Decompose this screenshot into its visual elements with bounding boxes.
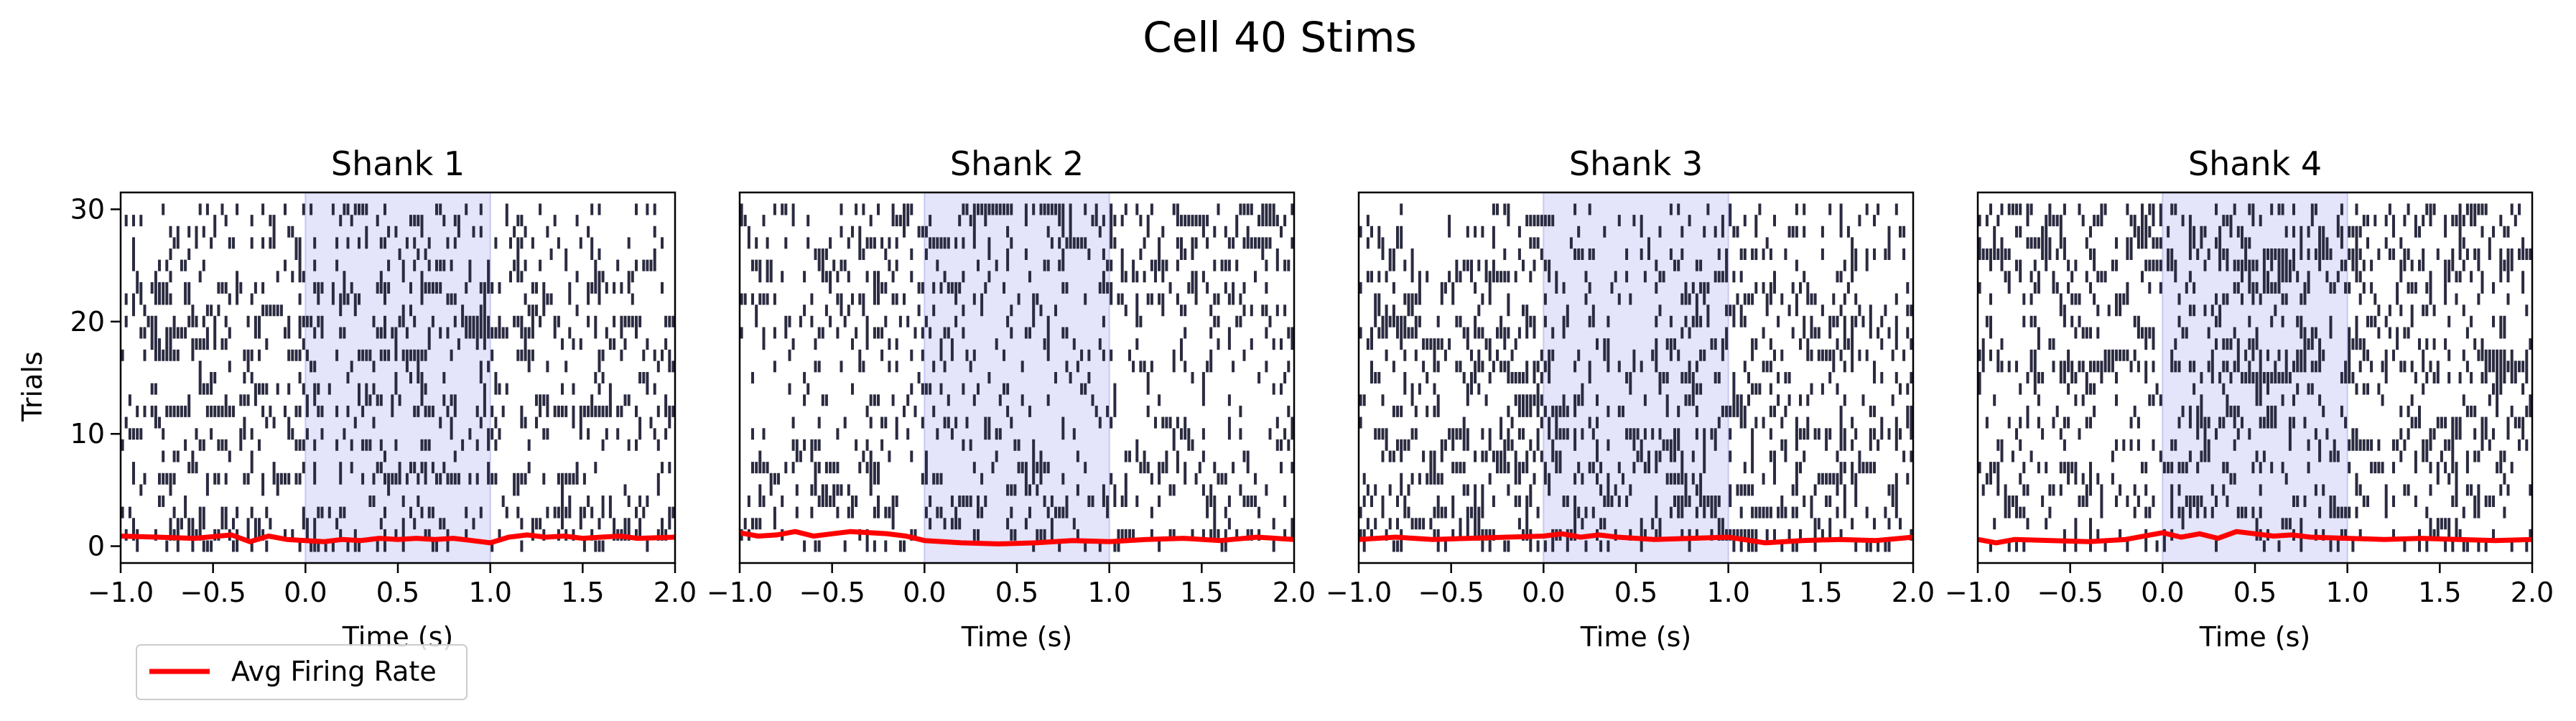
x-tick-label: 0.5 (376, 577, 419, 608)
panel-4: Shank 4 −1.0 −0.5 0.0 0.5 1.0 1.5 2.0 Time (s) (1945, 144, 2554, 653)
x-axis-label: Time (s) (2199, 621, 2311, 653)
x-tick-label: 0.5 (2233, 577, 2277, 608)
avg-firing-rate-line (1358, 531, 1914, 546)
x-tick-label: 2.0 (654, 577, 697, 608)
y-tick-label: 10 (70, 418, 105, 450)
panel-title: Shank 1 (331, 144, 465, 183)
panel-2: Shank 2 −1.0 −0.5 0.0 0.5 1.0 1.5 2.0 Time (s) (707, 144, 1316, 653)
x-tick-label: 2.0 (2511, 577, 2554, 608)
y-tick-label: 0 (88, 531, 105, 562)
x-tick-label: 0.0 (1522, 577, 1565, 608)
x-tick-label: 0.0 (284, 577, 327, 608)
x-tick-label: 1.5 (1180, 577, 1223, 608)
avg-firing-rate-line (739, 529, 1295, 546)
x-tick-label: 0.5 (1614, 577, 1657, 608)
x-tick-label: 0.0 (903, 577, 946, 608)
x-tick-label: 0.0 (2141, 577, 2184, 608)
y-axis-label: Trials (17, 351, 48, 422)
x-axis-label: Time (s) (961, 621, 1073, 653)
x-tick-label: 1.5 (2418, 577, 2461, 608)
x-tick-label: −1.0 (707, 577, 773, 608)
x-tick-label: −0.5 (1418, 577, 1484, 608)
x-tick-label: 1.0 (1706, 577, 1749, 608)
x-tick-label: −1.0 (1945, 577, 2011, 608)
legend: Avg Firing Rate (136, 644, 468, 700)
avg-firing-rate-line (120, 532, 676, 546)
x-tick-label: 1.0 (1087, 577, 1130, 608)
panel-title: Shank 4 (2188, 144, 2322, 183)
panel-title: Shank 3 (1569, 144, 1703, 183)
y-tick-label: 20 (70, 306, 105, 338)
x-tick-label: 2.0 (1892, 577, 1935, 608)
x-tick-label: 1.5 (561, 577, 604, 608)
avg-firing-rate-line (1977, 529, 2533, 546)
spike-raster (1359, 203, 1913, 552)
panels: Shank 1 −1.0 −0.5 0.0 0.5 1.0 1.5 2.0 0 10 20 30 Tim… (70, 144, 2554, 653)
x-tick-label: −0.5 (799, 577, 865, 608)
x-axis-label: Time (s) (1580, 621, 1692, 653)
figure-title: Cell 40 Stims (1143, 13, 1416, 62)
x-tick-label: 2.0 (1273, 577, 1316, 608)
x-tick-label: 1.5 (1799, 577, 1842, 608)
stim-window (924, 192, 1110, 564)
spike-raster (121, 203, 675, 552)
x-tick-label: 1.0 (468, 577, 511, 608)
legend-label: Avg Firing Rate (231, 656, 437, 687)
y-tick-label: 30 (70, 193, 105, 225)
x-tick-label: 1.0 (2325, 577, 2368, 608)
x-tick-label: −0.5 (180, 577, 246, 608)
spike-raster (740, 203, 1294, 552)
panel-3: Shank 3 −1.0 −0.5 0.0 0.5 1.0 1.5 2.0 Time (s) (1326, 144, 1935, 653)
x-tick-label: −1.0 (1326, 577, 1392, 608)
legend-frame (136, 644, 468, 700)
x-tick-label: −0.5 (2037, 577, 2103, 608)
stim-window (304, 192, 491, 564)
panel-title: Shank 2 (950, 144, 1084, 183)
x-tick-label: 0.5 (995, 577, 1038, 608)
x-tick-label: −1.0 (88, 577, 154, 608)
panel-1: Shank 1−1.0 −0.5 0.0 0.5 1.0 1.5 2.00102030Tim… (70, 144, 697, 653)
spike-raster (1978, 203, 2532, 552)
